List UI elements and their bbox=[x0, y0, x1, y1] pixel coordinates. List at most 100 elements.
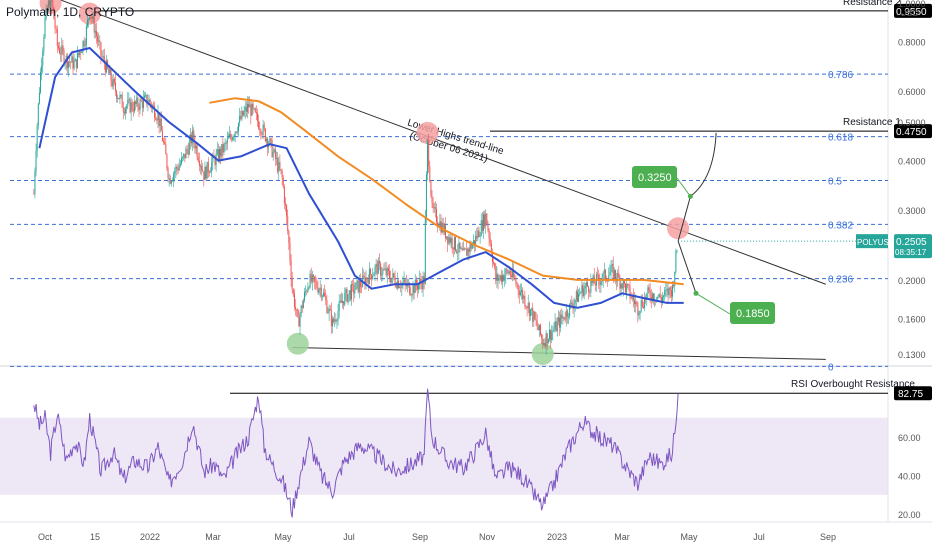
candle-body bbox=[146, 94, 148, 105]
candle-body bbox=[509, 271, 511, 276]
candle-body bbox=[347, 294, 349, 302]
candle-body bbox=[465, 248, 467, 250]
candle-body bbox=[257, 113, 259, 121]
candle-body bbox=[269, 138, 271, 145]
candle-body bbox=[620, 283, 622, 289]
candle-body bbox=[112, 79, 114, 87]
candle-body bbox=[51, 0, 53, 1]
candle-body bbox=[300, 305, 302, 315]
candle-body bbox=[279, 162, 281, 170]
candle-body bbox=[116, 90, 118, 99]
candle-body bbox=[516, 283, 518, 285]
candle-body bbox=[503, 275, 505, 281]
candle-body bbox=[506, 269, 508, 271]
ma-fast-line bbox=[38, 47, 684, 309]
candle-body bbox=[626, 284, 628, 293]
candle-body bbox=[434, 207, 436, 209]
candle-body bbox=[283, 186, 285, 204]
candle-body bbox=[140, 99, 142, 102]
candle-body bbox=[175, 166, 177, 172]
candle-body bbox=[651, 293, 653, 301]
candle-body bbox=[380, 263, 382, 276]
candle-body bbox=[430, 181, 432, 196]
candle-body bbox=[432, 202, 434, 209]
candle-body bbox=[512, 269, 514, 277]
candle-body bbox=[298, 316, 300, 327]
candle-body bbox=[452, 247, 454, 250]
candle-body bbox=[561, 314, 563, 319]
candle-body bbox=[167, 168, 169, 179]
candle-body bbox=[66, 55, 68, 68]
candle-body bbox=[273, 149, 275, 152]
candle-body bbox=[638, 313, 640, 316]
candle-body bbox=[203, 171, 205, 180]
candle-body bbox=[590, 280, 592, 293]
candle-body bbox=[611, 264, 613, 266]
candle-body bbox=[395, 284, 397, 289]
candle-body bbox=[41, 65, 43, 72]
candle-body bbox=[35, 150, 37, 172]
candle-body bbox=[57, 45, 59, 49]
candle-body bbox=[284, 203, 286, 206]
pivot-marker-4 bbox=[286, 332, 309, 355]
candle-body bbox=[50, 0, 52, 7]
candle-body bbox=[470, 243, 472, 249]
candle-body bbox=[123, 111, 125, 114]
candle-body bbox=[570, 302, 572, 304]
candle-body bbox=[358, 280, 360, 293]
candle-body bbox=[562, 316, 564, 319]
candle-body bbox=[544, 343, 546, 347]
candle-body bbox=[46, 8, 48, 10]
candle-body bbox=[647, 287, 649, 294]
candle-body bbox=[529, 309, 531, 316]
candle-body bbox=[83, 40, 85, 47]
candle-body bbox=[495, 266, 497, 281]
candle-body bbox=[469, 243, 471, 253]
candle-body bbox=[566, 310, 568, 317]
candle-body bbox=[236, 131, 238, 133]
candle-body bbox=[389, 271, 391, 278]
candle-body bbox=[45, 8, 47, 19]
candle-body bbox=[602, 272, 604, 280]
candle-body bbox=[372, 275, 374, 280]
candle-body bbox=[161, 131, 163, 142]
candle-body bbox=[280, 169, 282, 172]
candle-body bbox=[288, 231, 290, 243]
candle-body bbox=[165, 143, 167, 155]
candle-body bbox=[308, 287, 310, 289]
fib-label-3: 0.382 bbox=[828, 220, 853, 231]
candle-body bbox=[299, 314, 301, 327]
candle-body bbox=[138, 106, 140, 110]
candle-body bbox=[658, 293, 660, 297]
candle-body bbox=[276, 158, 278, 159]
candle-body bbox=[137, 97, 139, 107]
candle-body bbox=[436, 208, 437, 223]
candle-body bbox=[481, 220, 483, 231]
target-connector-0 bbox=[676, 177, 691, 197]
candle-body bbox=[381, 274, 383, 276]
candle-body bbox=[40, 71, 42, 93]
candle-body bbox=[302, 300, 304, 309]
candle-body bbox=[377, 260, 379, 274]
candle-body bbox=[204, 166, 206, 180]
candle-body bbox=[665, 290, 667, 291]
candle-body bbox=[250, 104, 252, 116]
projection-up-1 bbox=[677, 196, 691, 242]
candle-body bbox=[386, 268, 388, 276]
candle-body bbox=[157, 112, 159, 121]
candle-body bbox=[532, 308, 534, 322]
candle-body bbox=[155, 117, 157, 120]
candle-body bbox=[536, 320, 538, 327]
candle-body bbox=[510, 275, 512, 277]
candle-body bbox=[619, 277, 621, 289]
candle-body bbox=[227, 137, 229, 139]
candle-body bbox=[581, 285, 583, 293]
candle-body bbox=[194, 141, 196, 149]
candle-body bbox=[44, 18, 46, 38]
candle-body bbox=[335, 319, 337, 322]
candle-body bbox=[315, 281, 317, 282]
candle-body bbox=[325, 296, 327, 300]
candle-body bbox=[565, 310, 567, 320]
candle-body bbox=[248, 103, 250, 108]
candle-body bbox=[552, 330, 554, 332]
